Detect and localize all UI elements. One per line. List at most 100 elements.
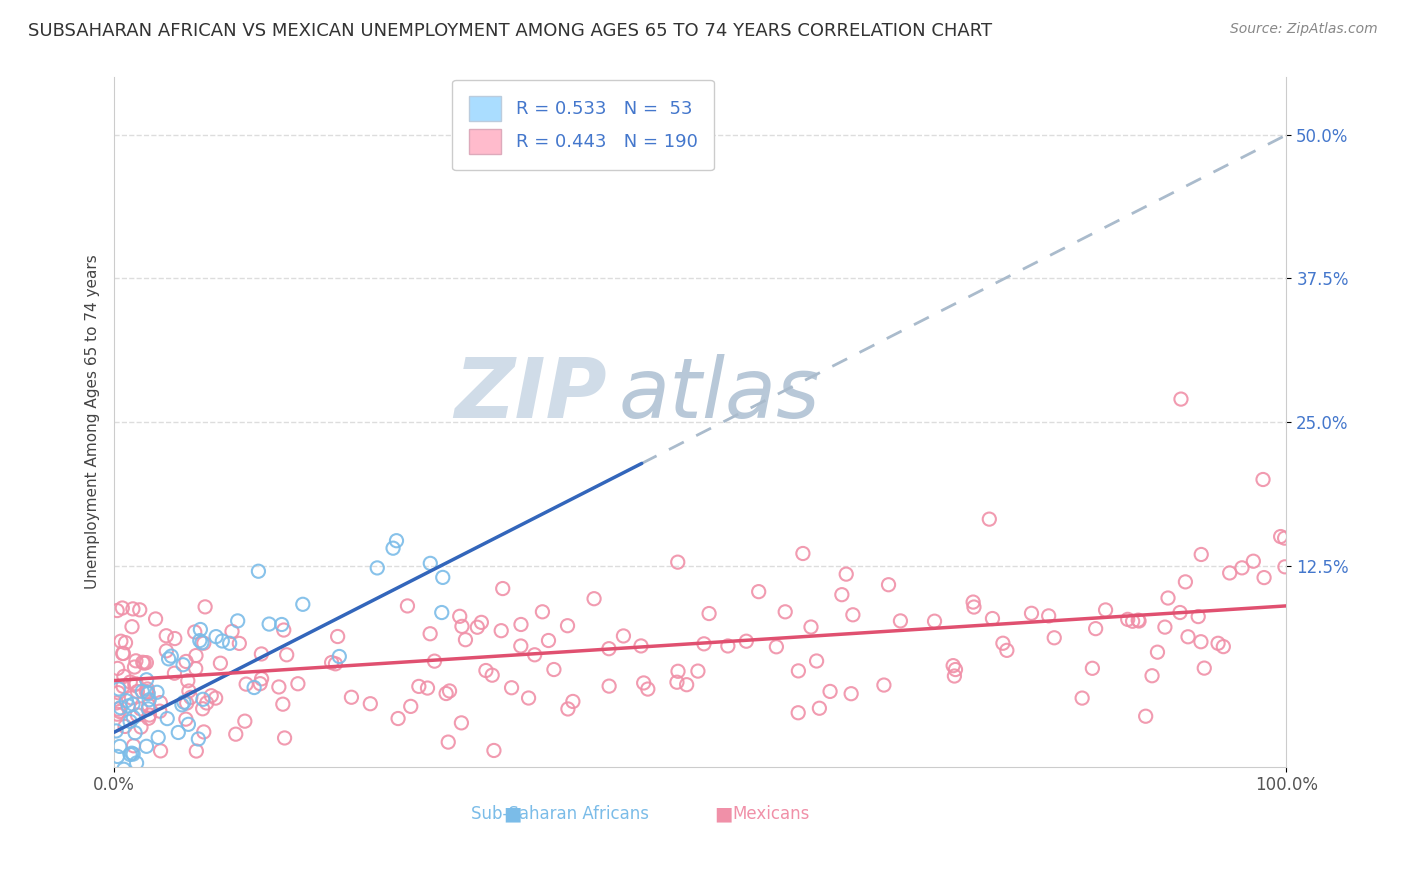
Point	[434, 686, 457, 700]
Point	[221, 624, 243, 639]
Point	[107, 686, 129, 700]
Point	[1157, 591, 1180, 605]
Point	[408, 680, 430, 694]
Point	[136, 681, 159, 696]
Point	[273, 623, 295, 637]
Point	[598, 641, 620, 656]
Point	[204, 691, 226, 706]
Text: ZIP: ZIP	[454, 354, 606, 435]
Point	[250, 647, 273, 661]
Point	[195, 696, 218, 710]
Point	[120, 690, 142, 705]
Point	[107, 681, 129, 696]
Point	[235, 677, 257, 691]
Point	[1194, 661, 1216, 675]
Point	[120, 747, 142, 762]
Point	[129, 720, 152, 734]
Point	[1168, 606, 1191, 620]
Point	[112, 647, 135, 661]
Point	[146, 685, 169, 699]
Point	[174, 655, 197, 669]
Point	[115, 694, 138, 708]
Point	[1154, 620, 1177, 634]
Point	[492, 582, 515, 596]
Point	[105, 707, 128, 722]
Point	[135, 656, 157, 670]
Point	[194, 599, 217, 614]
Point	[107, 702, 129, 716]
Point	[787, 664, 810, 678]
Point	[176, 696, 198, 710]
Point	[481, 668, 503, 682]
Point	[167, 725, 190, 739]
Point	[228, 636, 250, 650]
Point	[155, 644, 177, 658]
Point	[193, 636, 215, 650]
Point	[276, 648, 298, 662]
Point	[842, 607, 865, 622]
Point	[138, 711, 160, 725]
Point	[136, 702, 159, 716]
Point	[1251, 473, 1274, 487]
Point	[1135, 709, 1157, 723]
Point	[170, 698, 193, 712]
Point	[489, 624, 512, 638]
Point	[450, 715, 472, 730]
Point	[250, 672, 273, 686]
Point	[806, 654, 828, 668]
Point	[873, 678, 896, 692]
Point	[416, 681, 439, 695]
Point	[451, 619, 474, 633]
Point	[995, 643, 1018, 657]
Point	[1206, 636, 1229, 650]
Point	[470, 615, 492, 630]
Point	[482, 743, 505, 757]
Point	[127, 707, 149, 722]
Point	[501, 681, 523, 695]
Point	[735, 634, 758, 648]
Point	[138, 698, 160, 713]
Point	[157, 652, 180, 666]
Point	[243, 681, 266, 695]
Point	[136, 685, 159, 699]
Point	[1128, 613, 1150, 627]
Point	[172, 657, 194, 672]
Point	[800, 620, 823, 634]
Point	[430, 606, 453, 620]
Point	[382, 541, 405, 556]
Point	[942, 658, 965, 673]
Point	[557, 618, 579, 632]
Point	[963, 600, 986, 615]
Point	[454, 632, 477, 647]
Point	[125, 654, 148, 668]
Point	[191, 702, 214, 716]
Point	[193, 725, 215, 739]
Point	[531, 605, 554, 619]
Point	[122, 747, 145, 761]
Point	[537, 633, 560, 648]
Point	[1253, 571, 1275, 585]
Text: ■: ■	[503, 805, 522, 823]
Point	[748, 584, 770, 599]
Point	[991, 636, 1014, 650]
Point	[399, 699, 422, 714]
Point	[108, 705, 131, 719]
Point	[340, 690, 363, 705]
Point	[291, 597, 314, 611]
Point	[666, 665, 689, 679]
Point	[630, 639, 652, 653]
Point	[107, 661, 129, 675]
Point	[177, 717, 200, 731]
Point	[129, 702, 152, 716]
Point	[149, 704, 172, 718]
Point	[366, 561, 388, 575]
Point	[114, 635, 136, 649]
Point	[437, 735, 460, 749]
Point	[121, 746, 143, 760]
Point	[1146, 645, 1168, 659]
Point	[326, 630, 349, 644]
Point	[155, 629, 177, 643]
Point	[174, 712, 197, 726]
Point	[697, 607, 720, 621]
Point	[1043, 631, 1066, 645]
